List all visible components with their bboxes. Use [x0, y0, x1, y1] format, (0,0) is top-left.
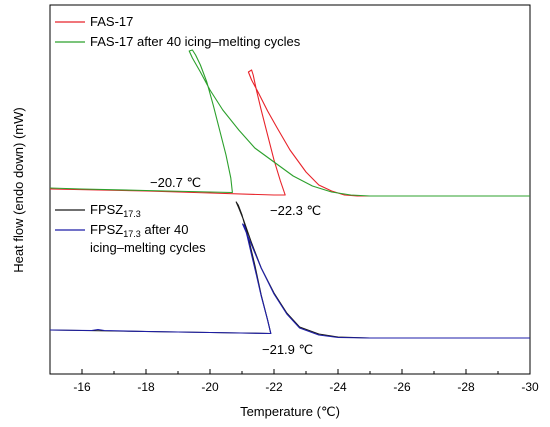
x-tick-label: -20 — [201, 380, 219, 394]
legend-label-fpsz-cycles-line2: icing–melting cycles — [90, 240, 206, 255]
legend-label-fpsz-cycles-main: FPSZ — [90, 222, 123, 237]
series-layer — [49, 49, 530, 339]
annotation-red-onset: −22.3 ℃ — [270, 203, 321, 218]
x-tick-label: -22 — [265, 380, 283, 394]
legend-label-fpsz-cycles: FPSZ17.3 after 40 — [90, 222, 188, 239]
x-tick-label: -28 — [457, 380, 475, 394]
x-tick-label: -16 — [73, 380, 91, 394]
x-axis-ticks: -16 -18 -20 -22 -24 -26 -28 -30 — [49, 369, 539, 394]
annotation-green-onset: −20.7 ℃ — [150, 175, 201, 190]
x-tick-label: -18 — [137, 380, 155, 394]
y-axis-title: Heat flow (endo down) (mW) — [11, 107, 26, 272]
series-line-fas17 — [49, 69, 530, 197]
legend-label-fpsz-cycles-sub: 17.3 — [123, 229, 141, 239]
legend-label-fpsz-sub: 17.3 — [123, 209, 141, 219]
legend-label-fpsz-cycles-rest: after 40 — [141, 222, 189, 237]
x-tick-label: -26 — [393, 380, 411, 394]
series-line-fas17-cycles — [49, 49, 530, 197]
legend-label-fpsz: FPSZ17.3 — [90, 202, 141, 219]
legend-top: FAS-17 FAS-17 after 40 icing–melting cyc… — [55, 14, 301, 49]
legend-label-fas17-cycles: FAS-17 after 40 icing–melting cycles — [90, 34, 301, 49]
x-axis-title: Temperature (℃) — [240, 404, 340, 419]
legend-middle: FPSZ17.3 FPSZ17.3 after 40 icing–melting… — [55, 202, 206, 255]
legend-label-fas17: FAS-17 — [90, 14, 133, 29]
annotation-fpsz-onset: −21.9 ℃ — [262, 342, 313, 357]
legend-label-fpsz-main: FPSZ — [90, 202, 123, 217]
series-line-fpsz-cycles — [49, 223, 530, 339]
x-tick-label: -24 — [329, 380, 347, 394]
x-tick-label: -30 — [521, 380, 539, 394]
